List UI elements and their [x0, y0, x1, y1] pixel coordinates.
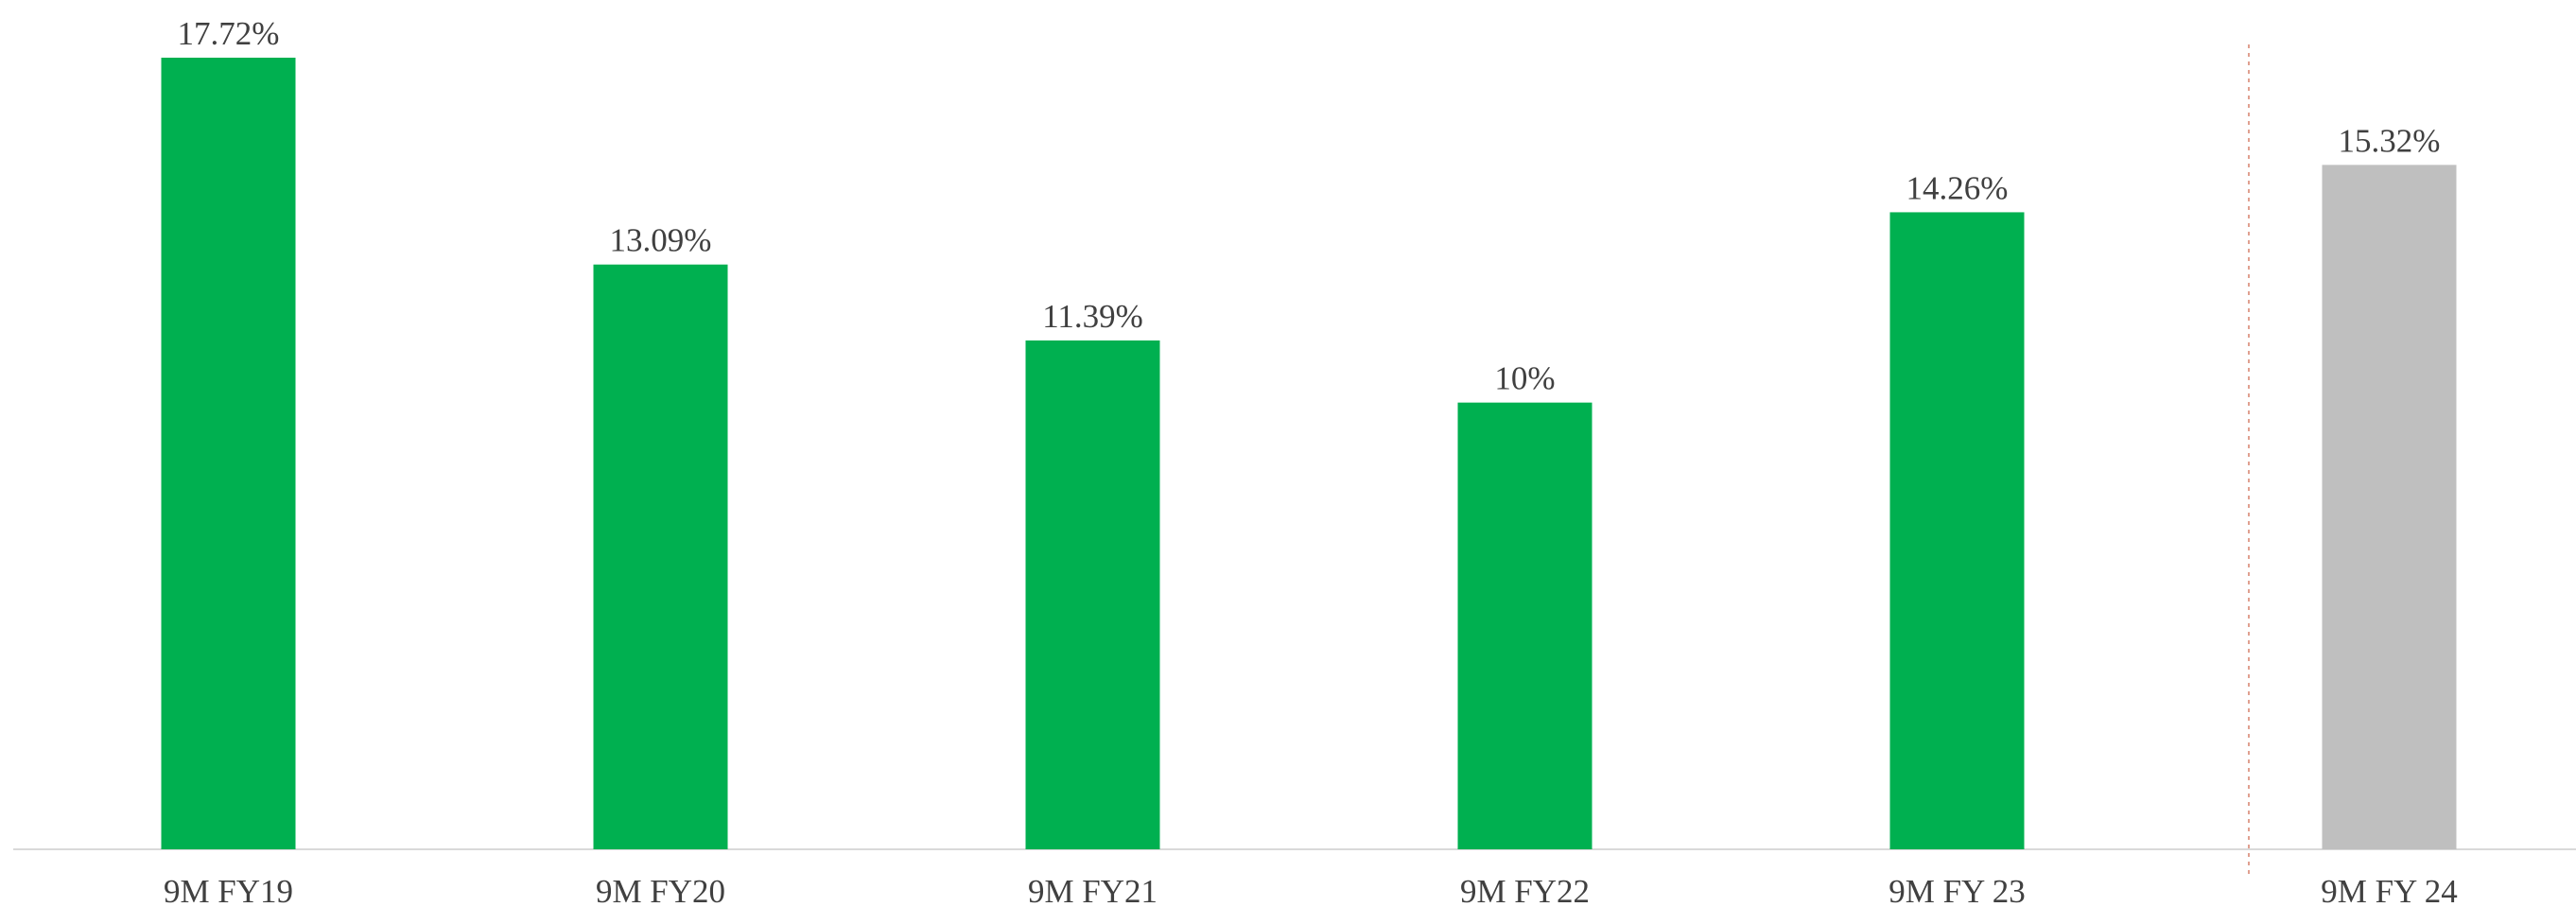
x-tick-label: 9M FY 24 [2321, 873, 2458, 907]
data-label: 17.72% [178, 15, 280, 52]
bar [1025, 340, 1160, 849]
data-label: 10% [1494, 360, 1555, 397]
bar [2322, 165, 2457, 850]
bar [161, 58, 296, 849]
x-tick-label: 9M FY19 [164, 873, 293, 907]
data-label: 13.09% [610, 222, 712, 259]
bar [1457, 402, 1593, 849]
x-tick-label: 9M FY20 [596, 873, 725, 907]
bar [593, 264, 728, 849]
x-tick-label: 9M FY22 [1460, 873, 1590, 907]
x-tick-label: 9M FY21 [1028, 873, 1157, 907]
bar [1889, 212, 2025, 850]
x-tick-label: 9M FY 23 [1888, 873, 2026, 907]
data-label: 15.32% [2339, 122, 2441, 159]
data-label: 14.26% [1906, 169, 2009, 206]
data-label: 11.39% [1042, 298, 1143, 335]
